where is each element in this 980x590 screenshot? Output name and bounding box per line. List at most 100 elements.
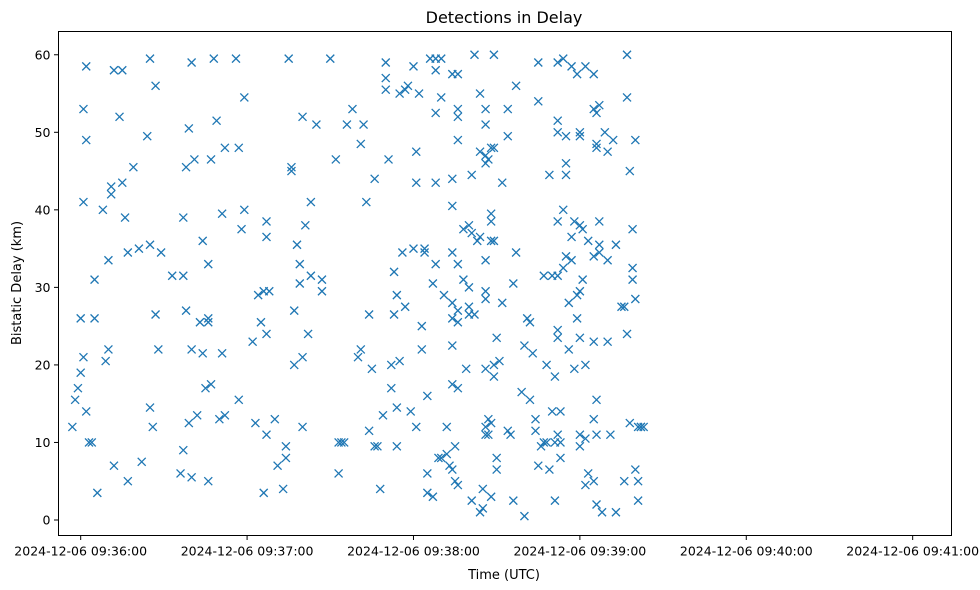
data-point [428,492,438,502]
data-point [478,484,488,494]
data-point [600,127,610,137]
data-point [439,290,449,300]
data-point [447,465,457,475]
data-point [531,426,540,436]
data-point [189,154,199,164]
data-point [198,348,208,358]
data-point [295,279,305,288]
data-point [117,178,127,188]
data-point [386,360,396,370]
data-point [436,92,446,102]
data-point [76,313,86,323]
data-point [539,271,549,281]
data-point [264,286,274,296]
data-point [619,476,629,486]
data-point [483,414,493,424]
data-point [481,158,491,168]
data-point [486,492,496,502]
data-point [450,441,460,451]
data-point [220,143,230,153]
data-point [431,259,441,269]
data-point [447,248,457,257]
x-tick-label: 2024-12-06 09:41:00 [846,544,979,559]
data-point [567,61,577,71]
data-point [503,131,513,141]
data-point [409,61,418,71]
data-point [625,166,635,176]
data-point [550,372,560,382]
data-point [167,271,177,281]
data-point [447,379,457,389]
data-point [422,391,432,401]
data-point [145,403,155,413]
x-tick-label: 2024-12-06 09:38:00 [347,544,480,559]
data-point [447,298,457,308]
data-point [212,116,222,126]
data-point [306,197,316,207]
data-point [392,403,402,413]
data-point [594,100,604,110]
x-tick-label: 2024-12-06 09:40:00 [680,544,813,559]
data-point [284,54,294,64]
data-point [176,469,185,478]
data-point [542,360,552,370]
data-point [489,143,499,153]
data-point [447,201,457,211]
data-point [617,302,626,312]
data-point [639,422,649,432]
data-point [564,298,574,308]
data-point [411,422,421,432]
data-point [142,131,152,141]
data-point [317,275,327,285]
data-point [533,58,543,67]
y-axis-label: Bistatic Delay (km) [10,221,25,345]
data-point [578,275,588,285]
data-point [231,54,241,64]
data-point [286,166,296,176]
data-point [497,298,507,308]
data-point [561,158,571,168]
y-tick-label: 50 [35,125,51,140]
data-point [103,344,113,354]
data-point [472,236,482,246]
data-point [561,131,571,141]
data-point [400,302,410,312]
data-point [564,344,574,354]
data-point [486,209,496,219]
data-point [569,217,579,226]
data-point [203,313,213,323]
data-point [303,329,313,339]
data-point [630,135,640,145]
data-point [364,426,374,436]
data-point [569,364,579,374]
data-point [561,251,571,261]
data-point [542,437,552,447]
data-point [436,453,446,463]
data-point [289,360,299,370]
data-point [544,170,554,180]
data-point [453,135,463,145]
data-point [489,236,499,246]
data-point [145,240,155,250]
data-point [580,360,590,370]
data-point [611,507,621,517]
data-point [503,426,513,436]
data-point [461,364,471,374]
data-point [339,437,349,447]
data-point [306,271,316,281]
data-point [281,453,291,463]
data-point [311,120,321,130]
data-point [420,248,430,257]
data-point [192,410,202,420]
data-point [367,364,377,374]
data-point [101,356,111,366]
data-point [298,422,308,432]
data-point [508,279,518,288]
data-point [453,259,463,269]
data-point [181,162,191,172]
data-point [361,197,371,207]
data-point [630,465,640,475]
plot-area [58,31,952,536]
y-tick-label: 20 [35,357,51,372]
data-point [622,50,632,60]
